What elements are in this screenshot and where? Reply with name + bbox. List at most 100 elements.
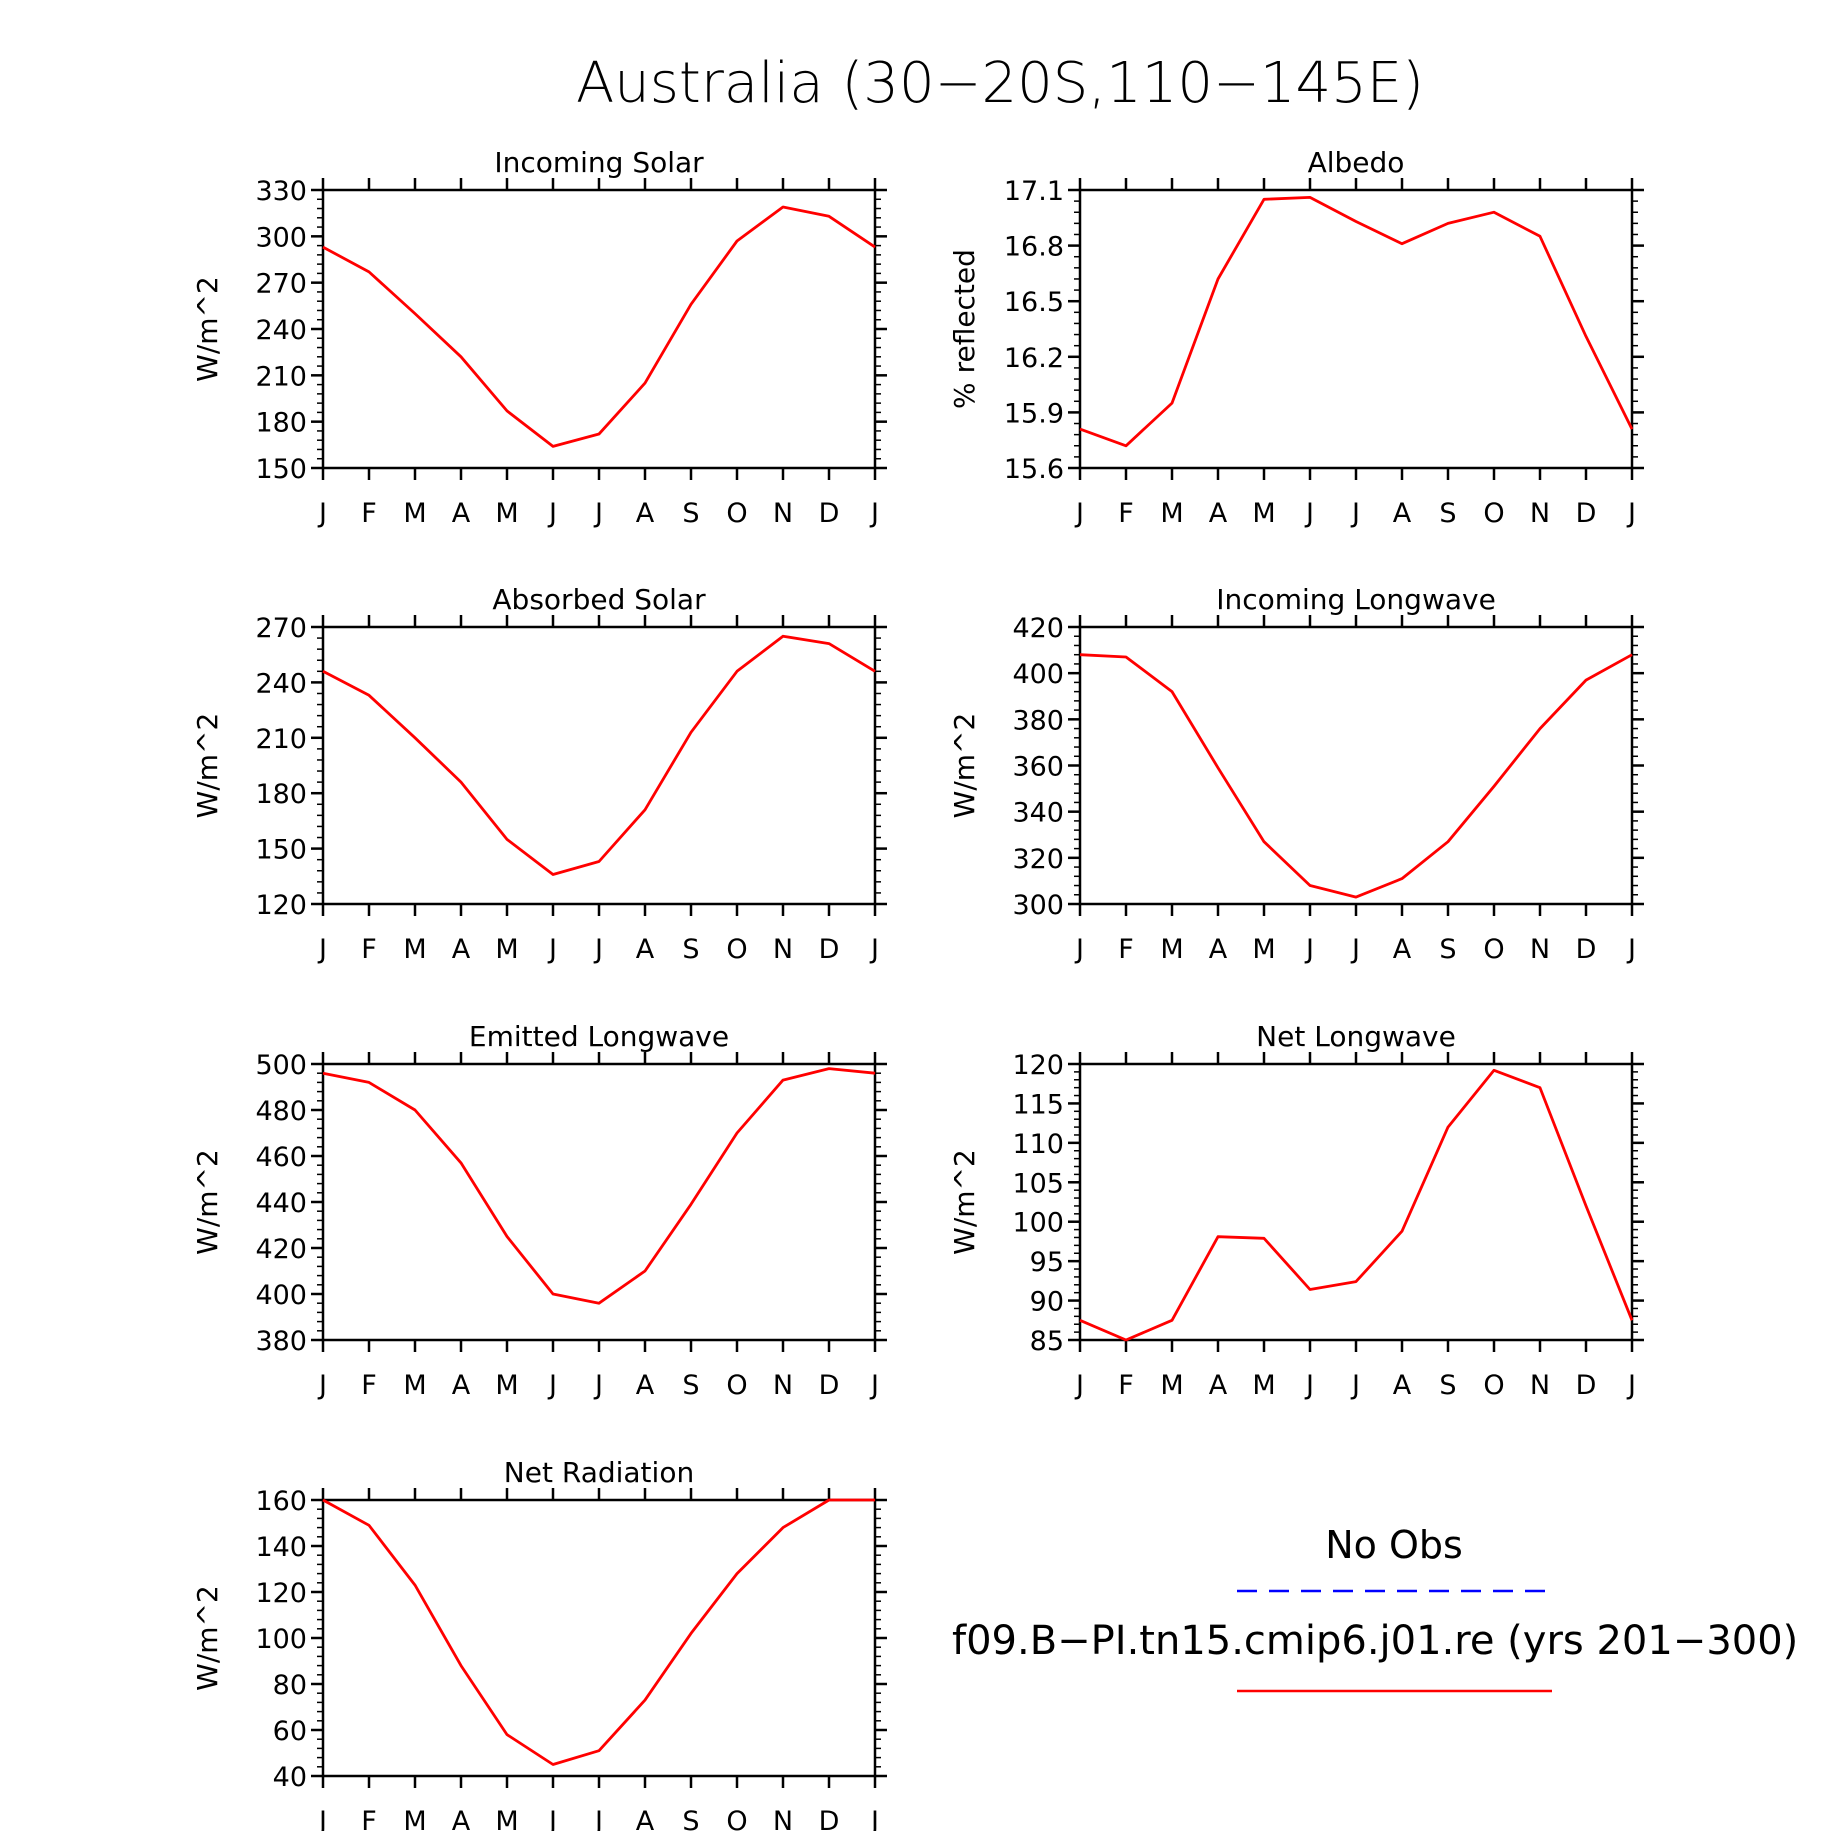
x-tick-label: A [1209, 498, 1228, 529]
x-tick-label: M [403, 498, 426, 529]
y-tick-label: 210 [255, 724, 307, 755]
x-tick-label: D [1576, 1370, 1597, 1401]
y-tick-label: 380 [255, 1326, 307, 1357]
x-tick-label: N [773, 934, 793, 965]
y-tick-label: 180 [255, 408, 307, 439]
x-tick-label: S [1439, 934, 1456, 965]
x-tick-label: J [869, 1370, 879, 1401]
y-tick-label: 120 [255, 890, 307, 921]
x-tick-label: F [361, 498, 377, 529]
chart-panel-1: J F M A M J J A S O N D J150180210240270300330Incomi… [191, 146, 887, 529]
y-axis-label: W/m^2 [948, 1149, 981, 1255]
panel-title: Incoming Solar [494, 146, 704, 179]
x-tick-label: M [1252, 498, 1275, 529]
y-tick-label: 105 [1012, 1168, 1064, 1199]
y-axis-label: W/m^2 [191, 1149, 224, 1255]
x-tick-label: J [869, 1806, 879, 1831]
y-tick-label: 300 [1012, 890, 1064, 921]
y-tick-label: 440 [255, 1188, 307, 1219]
y-tick-label: 320 [1012, 844, 1064, 875]
y-tick-label: 240 [255, 315, 307, 346]
x-tick-label: J [869, 498, 879, 529]
x-tick-label: J [1304, 498, 1314, 529]
legend-obs-label: No Obs [1325, 1523, 1463, 1567]
series-line-1 [322, 205, 876, 448]
y-axis-label: W/m^2 [191, 713, 224, 819]
x-tick-label: F [1118, 934, 1134, 965]
y-tick-label: 17.1 [1004, 176, 1064, 207]
x-tick-label: A [1209, 1370, 1228, 1401]
x-tick-label: J [547, 1370, 557, 1401]
plot-frame [321, 188, 877, 470]
chart-panel-4: J F M A M J J A S O N D J300320340360380400420Incomi… [948, 583, 1644, 965]
x-tick-label: A [452, 1806, 471, 1831]
x-tick-label: A [452, 498, 471, 529]
x-tick-label: F [361, 1806, 377, 1831]
x-tick-label: A [452, 934, 471, 965]
x-tick-label: A [1393, 498, 1412, 529]
y-tick-label: 100 [255, 1624, 307, 1655]
x-tick-label: J [317, 498, 327, 529]
x-tick-label: D [819, 1806, 840, 1831]
x-tick-label: J [1350, 498, 1360, 529]
x-tick-label: M [1160, 934, 1183, 965]
x-tick-label: D [819, 498, 840, 529]
x-tick-label: D [1576, 498, 1597, 529]
x-tick-label: J [1304, 1370, 1314, 1401]
x-tick-label: J [547, 934, 557, 965]
y-tick-label: 500 [255, 1050, 307, 1081]
x-tick-label: M [1252, 934, 1275, 965]
x-tick-label: M [495, 1370, 518, 1401]
x-tick-label: M [1252, 1370, 1275, 1401]
y-tick-label: 300 [255, 222, 307, 253]
y-tick-label: 90 [1030, 1287, 1064, 1318]
y-tick-label: 340 [1012, 798, 1064, 829]
panel-title: Albedo [1308, 146, 1405, 179]
plot-frame [1078, 1062, 1634, 1342]
y-axis-label: % reflected [948, 249, 981, 409]
y-tick-label: 60 [273, 1716, 307, 1747]
y-tick-label: 240 [255, 668, 307, 699]
series-line-1 [322, 1067, 876, 1305]
figure-title: Australia (30−20S,110−145E) [576, 51, 1424, 116]
x-tick-label: S [1439, 1370, 1456, 1401]
x-tick-label: F [1118, 498, 1134, 529]
y-tick-label: 150 [255, 835, 307, 866]
plot-frame [321, 1498, 877, 1778]
y-tick-label: 40 [273, 1762, 307, 1793]
x-tick-label: J [593, 934, 603, 965]
panel-title: Incoming Longwave [1216, 583, 1496, 616]
x-tick-label: J [869, 934, 879, 965]
x-tick-label: S [682, 934, 699, 965]
y-tick-label: 460 [255, 1142, 307, 1173]
x-tick-label: M [495, 1806, 518, 1831]
x-tick-label: A [636, 1370, 655, 1401]
x-tick-label: A [636, 498, 655, 529]
x-tick-label: M [1160, 1370, 1183, 1401]
y-tick-label: 140 [255, 1532, 307, 1563]
x-tick-label: J [1626, 934, 1636, 965]
y-tick-label: 120 [255, 1578, 307, 1609]
x-tick-label: J [1074, 934, 1084, 965]
x-tick-label: N [1530, 498, 1550, 529]
series-line-1 [1079, 653, 1633, 899]
y-tick-label: 100 [1012, 1208, 1064, 1239]
panels: J F M A M J J A S O N D J150180210240270300330Incomi… [191, 146, 1644, 1831]
panel-title: Net Longwave [1256, 1020, 1456, 1053]
x-tick-label: J [593, 498, 603, 529]
x-tick-label: J [317, 1370, 327, 1401]
chart-panel-3: J F M A M J J A S O N D J120150180210240270Absorbed … [191, 583, 887, 965]
y-tick-label: 15.9 [1004, 398, 1064, 429]
series-line-1 [322, 1498, 875, 1766]
plot-frame [1078, 188, 1634, 470]
y-tick-label: 380 [1012, 705, 1064, 736]
chart-panel-2: J F M A M J J A S O N D J15.615.916.216.516.817.1Alb… [948, 146, 1644, 529]
x-tick-label: J [593, 1370, 603, 1401]
y-tick-label: 15.6 [1004, 454, 1064, 485]
x-tick-label: S [682, 1370, 699, 1401]
x-tick-label: S [682, 498, 699, 529]
x-tick-label: O [726, 498, 747, 529]
plot-frame [1078, 625, 1634, 906]
